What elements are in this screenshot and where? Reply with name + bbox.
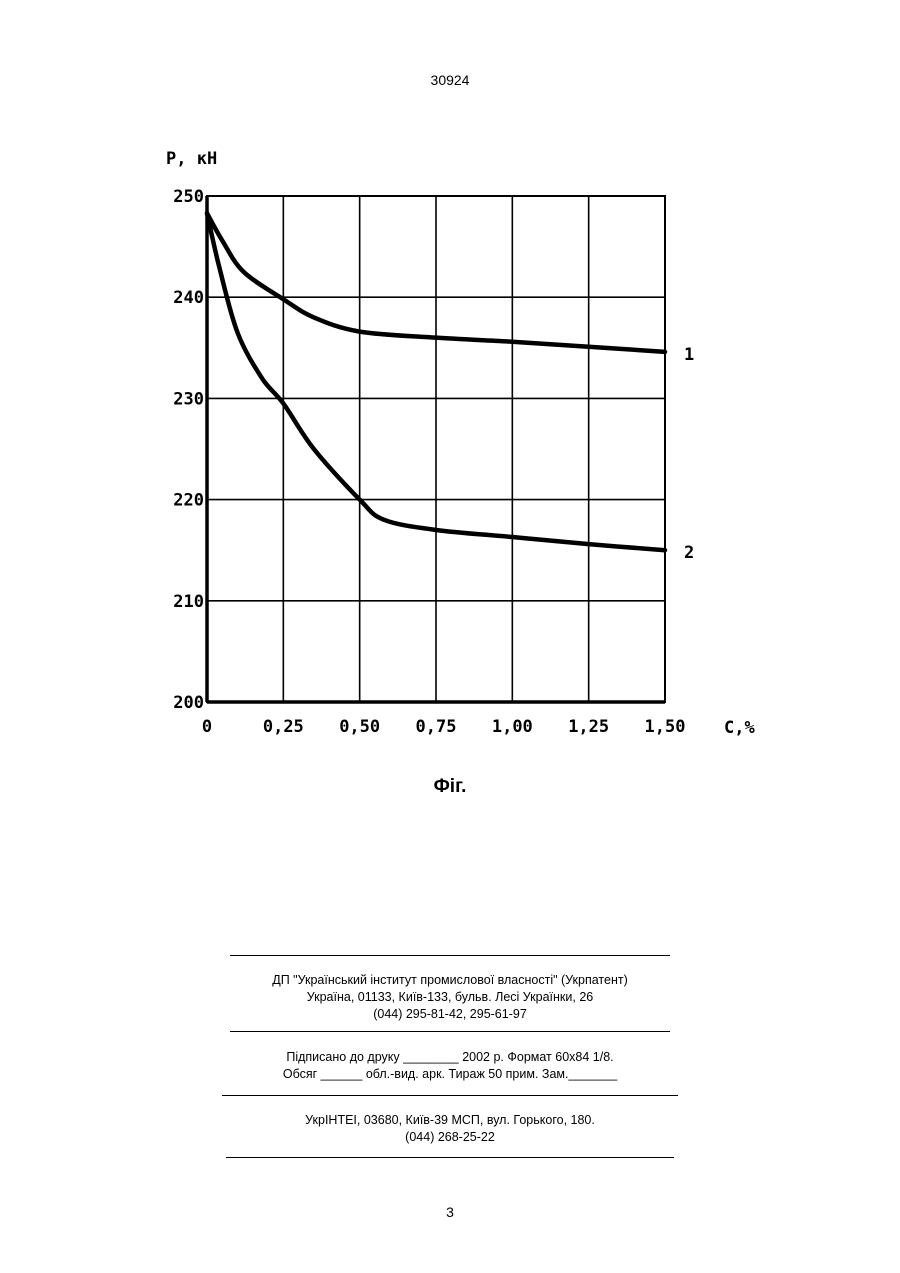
y-tick-label: 200 — [173, 693, 204, 713]
x-tick-label: 0,75 — [416, 717, 457, 737]
chart: 200 210 220 230 240 250 0 0,25 0,50 0,75 1,00 1,25 1… — [0, 0, 900, 760]
publisher-line: ДП "Український інститут промислової вла… — [0, 972, 900, 989]
divider-line — [222, 1095, 678, 1096]
publisher-info: ДП "Український інститут промислової вла… — [0, 972, 900, 1023]
publisher-address: Україна, 01133, Київ-133, бульв. Лесі Ук… — [0, 989, 900, 1006]
print-volume-line: Обсяг ______ обл.-вид. арк. Тираж 50 при… — [0, 1066, 900, 1083]
x-tick-label: 1,50 — [645, 717, 686, 737]
printer-phone: (044) 268-25-22 — [0, 1129, 900, 1146]
y-axis-title: P, кН — [166, 149, 217, 169]
x-tick-label: 0,25 — [263, 717, 304, 737]
x-tick-label: 0,50 — [339, 717, 380, 737]
printer-info: УкрІНТЕІ, 03680, Київ-39 МСП, вул. Горьк… — [0, 1112, 900, 1146]
divider-line — [230, 955, 670, 956]
figure-caption: Фіг. — [0, 776, 900, 798]
series-label-1: 1 — [684, 345, 694, 365]
divider-line — [226, 1157, 674, 1158]
print-info: Підписано до друку ________ 2002 р. Форм… — [0, 1049, 900, 1083]
y-tick-label: 220 — [173, 491, 204, 511]
page-number: 3 — [0, 1204, 900, 1220]
y-tick-label: 210 — [173, 592, 204, 612]
y-tick-label: 240 — [173, 288, 204, 308]
x-tick-label: 0 — [202, 717, 212, 737]
y-tick-label: 250 — [173, 187, 204, 207]
divider-line — [230, 1031, 670, 1032]
x-axis-title: C,% — [724, 718, 755, 738]
publisher-phone: (044) 295-81-42, 295-61-97 — [0, 1006, 900, 1023]
x-tick-label: 1,25 — [568, 717, 609, 737]
print-signed-line: Підписано до друку ________ 2002 р. Форм… — [0, 1049, 900, 1066]
printer-address: УкрІНТЕІ, 03680, Київ-39 МСП, вул. Горьк… — [0, 1112, 900, 1129]
series-label-2: 2 — [684, 543, 694, 563]
y-tick-label: 230 — [173, 389, 204, 409]
x-tick-label: 1,00 — [492, 717, 533, 737]
